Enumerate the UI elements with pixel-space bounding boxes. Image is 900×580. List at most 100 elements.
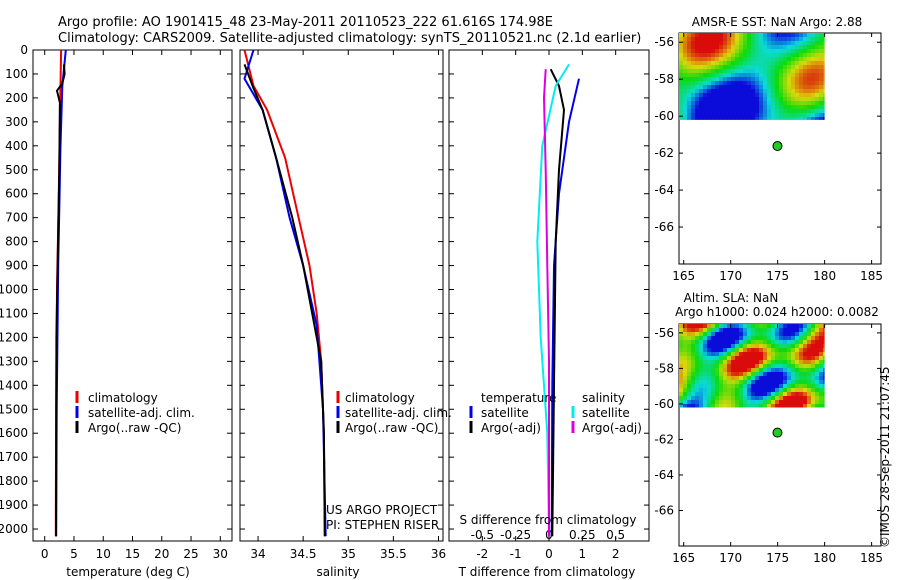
map-cell — [823, 81, 825, 86]
map-cell — [739, 73, 744, 78]
map-cell — [811, 396, 816, 401]
map-cell — [823, 57, 825, 62]
map-cell — [711, 41, 716, 46]
map-cell — [711, 396, 716, 401]
map-cell — [763, 384, 768, 389]
map-cell — [707, 69, 712, 74]
map-cell — [787, 340, 792, 345]
map-cell — [803, 348, 808, 353]
map-cell — [795, 45, 800, 50]
map-cell — [771, 356, 776, 361]
map-cell — [799, 356, 804, 361]
map-cell — [791, 57, 796, 62]
map-cell — [799, 45, 804, 50]
map-cell — [779, 77, 784, 82]
map-cell — [755, 37, 760, 42]
map-cell — [823, 348, 825, 353]
map-cell — [803, 352, 808, 357]
map-cell — [735, 396, 740, 401]
map-cell — [791, 360, 796, 365]
map-cell — [759, 113, 764, 118]
map-cell — [699, 49, 704, 54]
map-cell — [739, 69, 744, 74]
map-cell — [715, 33, 720, 38]
map-cell — [783, 69, 788, 74]
map-cell — [795, 352, 800, 357]
map-cell — [727, 93, 732, 98]
x-tick-label: 180 — [813, 551, 836, 565]
y-tick-label: 800 — [5, 235, 28, 249]
map-cell — [723, 344, 728, 349]
map-cell — [791, 368, 796, 373]
map-cell — [747, 61, 752, 66]
map-cell — [731, 53, 736, 58]
map-cell — [735, 392, 740, 397]
map-cell — [799, 376, 804, 381]
map-cell — [763, 400, 768, 405]
map-cell — [783, 336, 788, 341]
map-cell — [815, 113, 820, 118]
map-cell — [735, 41, 740, 46]
map-cell — [711, 324, 716, 329]
map-cell — [715, 109, 720, 114]
map-cell — [803, 69, 808, 74]
map-cell — [747, 392, 752, 397]
map-cell — [707, 404, 712, 408]
map-cell — [719, 344, 724, 349]
map-cell — [755, 97, 760, 102]
map-cell — [807, 117, 812, 120]
map-cell — [803, 372, 808, 377]
map-cell — [819, 41, 824, 46]
map-cell — [707, 380, 712, 385]
map-cell — [787, 65, 792, 70]
map-cell — [703, 101, 708, 106]
map-cell — [743, 396, 748, 401]
map-cell — [755, 360, 760, 365]
map-cell — [819, 109, 824, 114]
map-cell — [779, 73, 784, 78]
map-cell — [815, 372, 820, 377]
map-cell — [795, 101, 800, 106]
map-cell — [703, 352, 708, 357]
map-cell — [807, 328, 812, 333]
map-cell — [815, 33, 820, 38]
map-cell — [767, 372, 772, 377]
map-cell — [687, 53, 692, 58]
map-cell — [815, 93, 820, 98]
y-tick-label: 400 — [5, 139, 28, 153]
map-cell — [743, 360, 748, 365]
map-cell — [815, 105, 820, 110]
map-cell — [807, 49, 812, 54]
map-cell — [823, 352, 825, 357]
map-cell — [731, 49, 736, 54]
map-cell — [807, 77, 812, 82]
map-cell — [707, 61, 712, 66]
map-cell — [787, 37, 792, 42]
map-cell — [771, 49, 776, 54]
map-cell — [679, 356, 684, 361]
map-cell — [707, 65, 712, 70]
map-cell — [743, 97, 748, 102]
map-cell — [807, 336, 812, 341]
map-cell — [723, 73, 728, 78]
map-cell — [787, 33, 792, 38]
map-cell — [735, 113, 740, 118]
map-cell — [807, 324, 812, 329]
map-cell — [783, 37, 788, 42]
map-cell — [707, 97, 712, 102]
map-cell — [779, 69, 784, 74]
map-cell — [811, 392, 816, 397]
map-cell — [759, 332, 764, 337]
map-cell — [711, 352, 716, 357]
legend-label-satellite-adj: satellite-adj. clim. — [345, 406, 452, 420]
map-cell — [699, 376, 704, 381]
map-cell — [731, 85, 736, 90]
map-cell — [755, 89, 760, 94]
map-cell — [811, 336, 816, 341]
map-cell — [703, 336, 708, 341]
map-cell — [711, 33, 716, 38]
map-cell — [747, 380, 752, 385]
map-cell — [711, 61, 716, 66]
map-cell — [699, 336, 704, 341]
map-cell — [711, 372, 716, 377]
